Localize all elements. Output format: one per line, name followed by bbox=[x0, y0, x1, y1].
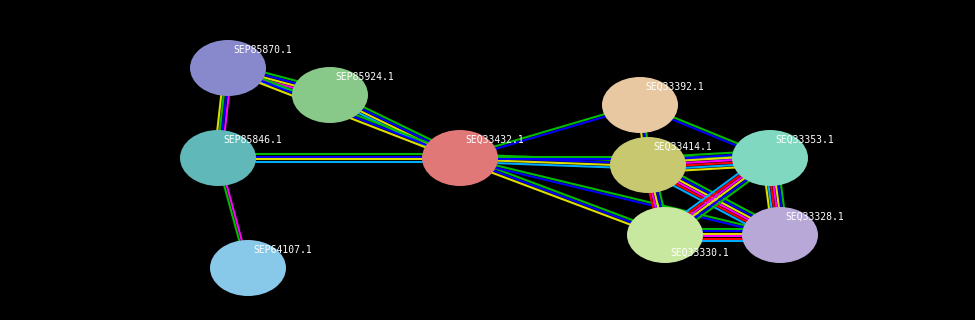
Ellipse shape bbox=[732, 130, 808, 186]
Ellipse shape bbox=[627, 207, 703, 263]
Ellipse shape bbox=[210, 240, 286, 296]
Ellipse shape bbox=[292, 67, 368, 123]
Text: SEQ33432.1: SEQ33432.1 bbox=[465, 135, 524, 145]
Text: SEP85870.1: SEP85870.1 bbox=[233, 45, 292, 55]
Ellipse shape bbox=[742, 207, 818, 263]
Text: SEQ33414.1: SEQ33414.1 bbox=[653, 142, 712, 152]
Ellipse shape bbox=[422, 130, 498, 186]
Ellipse shape bbox=[610, 137, 686, 193]
Text: SEQ33353.1: SEQ33353.1 bbox=[775, 135, 834, 145]
Ellipse shape bbox=[602, 77, 678, 133]
Ellipse shape bbox=[180, 130, 256, 186]
Text: SEP85846.1: SEP85846.1 bbox=[223, 135, 282, 145]
Text: SEP85924.1: SEP85924.1 bbox=[335, 72, 394, 82]
Text: SEQ33328.1: SEQ33328.1 bbox=[785, 212, 843, 222]
Text: SEQ33392.1: SEQ33392.1 bbox=[645, 82, 704, 92]
Ellipse shape bbox=[190, 40, 266, 96]
Text: SEP64107.1: SEP64107.1 bbox=[253, 245, 312, 255]
Text: SEQ33330.1: SEQ33330.1 bbox=[670, 248, 728, 258]
